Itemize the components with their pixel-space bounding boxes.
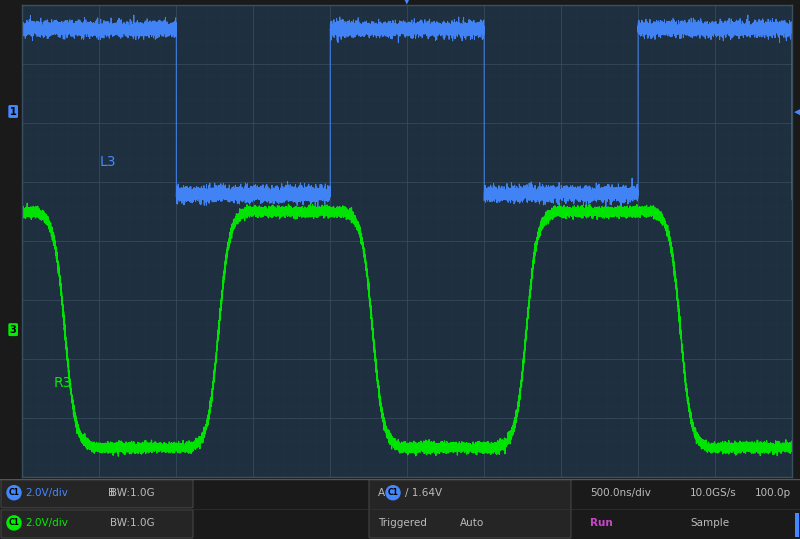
Text: ◀: ◀: [794, 107, 800, 116]
Text: 1: 1: [10, 107, 17, 116]
Text: R3: R3: [53, 376, 71, 390]
Text: Sample: Sample: [690, 518, 729, 528]
Text: 2.0V/div: 2.0V/div: [25, 488, 68, 497]
Text: 3: 3: [10, 324, 17, 335]
Circle shape: [386, 486, 400, 500]
Text: C1: C1: [387, 488, 398, 497]
Text: / 1.64V: / 1.64V: [405, 488, 442, 497]
Text: Auto: Auto: [460, 518, 484, 528]
Text: A: A: [378, 488, 385, 497]
Text: 500.0ns/div: 500.0ns/div: [590, 488, 651, 497]
Text: ▼: ▼: [402, 0, 412, 5]
Text: L3: L3: [99, 155, 116, 169]
Text: B: B: [108, 488, 114, 497]
FancyBboxPatch shape: [1, 510, 193, 538]
Text: Triggered: Triggered: [378, 518, 427, 528]
Text: BW:1.0G: BW:1.0G: [110, 488, 154, 497]
Text: Run: Run: [590, 518, 613, 528]
Text: 100.0p: 100.0p: [755, 488, 791, 497]
Text: C1: C1: [9, 519, 19, 527]
Text: BW:1.0G: BW:1.0G: [110, 518, 154, 528]
Text: 10.0GS/s: 10.0GS/s: [690, 488, 737, 497]
Circle shape: [7, 486, 21, 500]
FancyBboxPatch shape: [369, 480, 571, 538]
Circle shape: [7, 516, 21, 530]
Text: C1: C1: [9, 488, 19, 497]
Text: 2.0V/div: 2.0V/div: [25, 518, 68, 528]
FancyBboxPatch shape: [1, 480, 193, 508]
Bar: [795, 513, 799, 537]
